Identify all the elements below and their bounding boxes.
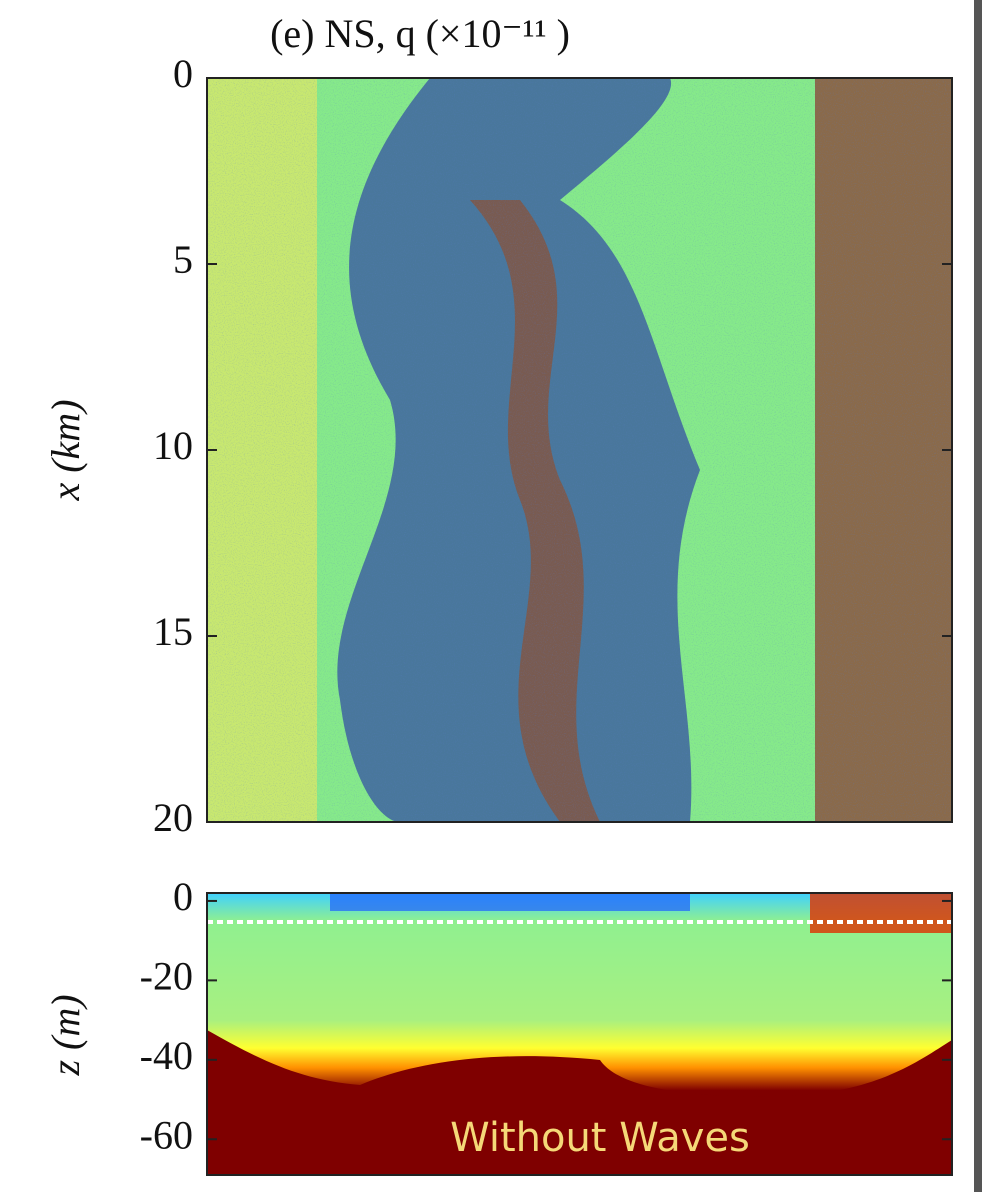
y-tick-label: 5 xyxy=(173,237,193,282)
y-tick-label: 0 xyxy=(173,51,193,96)
chart-title: (e) NS, q (×10⁻¹¹ ) xyxy=(270,11,570,56)
heatmap-bottom xyxy=(206,892,953,1176)
annotation: Without Waves xyxy=(450,1115,750,1161)
y-tick-label: 0 xyxy=(173,874,193,919)
y-tick-label: -60 xyxy=(140,1112,193,1157)
side-bar xyxy=(974,0,982,1192)
y-tick-label: -40 xyxy=(140,1033,193,1078)
y-tick-label: 15 xyxy=(153,609,193,654)
y-tick-label: 20 xyxy=(153,795,193,840)
heatmap-top xyxy=(206,77,953,823)
y-tick-label: -20 xyxy=(140,954,193,999)
y-axis-label: x (km) xyxy=(43,399,88,501)
y-tick-label: 10 xyxy=(153,423,193,468)
y-axis-label: z (m) xyxy=(43,994,88,1076)
